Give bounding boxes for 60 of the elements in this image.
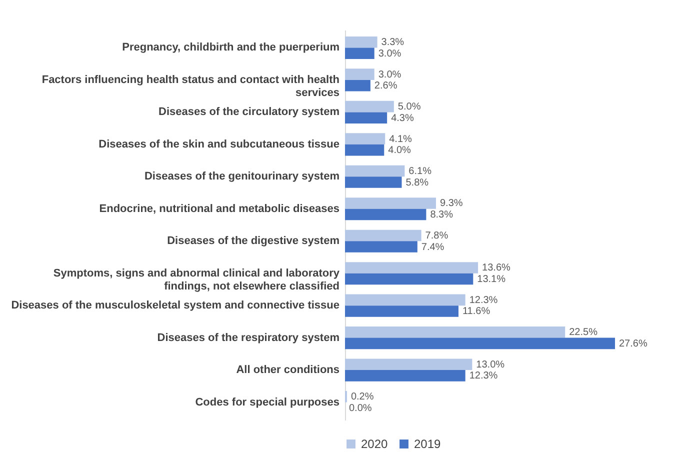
bar [345,338,615,350]
data-label: 12.3% [469,370,498,382]
bar [345,176,402,188]
y-tick-label: Diseases of the skin and subcutaneous tissue [98,138,340,150]
y-tick-label: Diseases of the musculoskeletal system and connective tissue [11,300,340,312]
data-label: 13.1% [477,274,506,285]
y-tick-label: All other conditions [236,364,340,376]
bar [345,68,374,80]
bar [345,358,472,370]
bar [345,273,474,285]
legend-label: 2020 [361,437,388,451]
bar [345,306,458,317]
data-label: 2.6% [374,80,398,92]
data-label: 7.8% [425,230,448,242]
bar [345,294,466,306]
bar [345,48,374,60]
data-label: 3.0% [378,69,402,80]
y-tick-label: Symptoms, signs and abnormal clinical and laboratory findings, not elsewhere classified [53,267,340,292]
y-tick-label: Diseases of the circulatory system [158,106,340,118]
bar [345,370,466,382]
bar [345,133,386,144]
bar [345,36,378,48]
y-tick-label: Diseases of the respiratory system [157,332,340,344]
data-label: 4.3% [391,112,414,124]
bar [345,230,422,242]
data-label: 5.8% [406,177,429,188]
y-tick-label: Codes for special purposes [195,396,340,408]
data-label: 8.3% [430,210,454,221]
bar [345,208,426,220]
y-tick-label: Diseases of the genitourinary system [144,170,340,183]
data-label: 0.2% [350,392,374,403]
bar [345,165,405,177]
data-label: 13.0% [476,359,505,370]
data-label: 9.3% [440,198,463,210]
bar [345,198,436,209]
bar [345,112,388,124]
data-label: 4.1% [389,134,412,145]
data-label: 7.4% [421,242,444,253]
y-tick-label: Endocrine, nutritional and metabolic diseases [99,202,340,215]
data-label: 12.3% [469,294,498,306]
data-label: 3.3% [381,37,404,48]
bar [345,80,370,92]
bar [345,326,566,338]
data-label: 13.6% [482,262,511,274]
legend-label: 2019 [414,437,442,451]
y-tick-label: Pregnancy, childbirth and the puerperium [122,42,340,54]
data-label: 5.0% [398,102,421,113]
bar [345,241,418,252]
data-label: 27.6% [619,338,648,350]
data-label: 0.0% [349,402,372,414]
data-label: 22.5% [569,327,598,338]
data-label: 4.0% [388,145,412,156]
bar [345,262,478,274]
data-label: 6.1% [408,166,432,178]
data-label: 3.0% [378,48,402,60]
data-label: 11.6% [462,306,490,318]
bar [345,100,394,112]
y-tick-label: Factors influencing health status and contact with health services [42,74,340,99]
bar [345,144,384,156]
y-tick-label: Diseases of the digestive system [167,235,340,248]
